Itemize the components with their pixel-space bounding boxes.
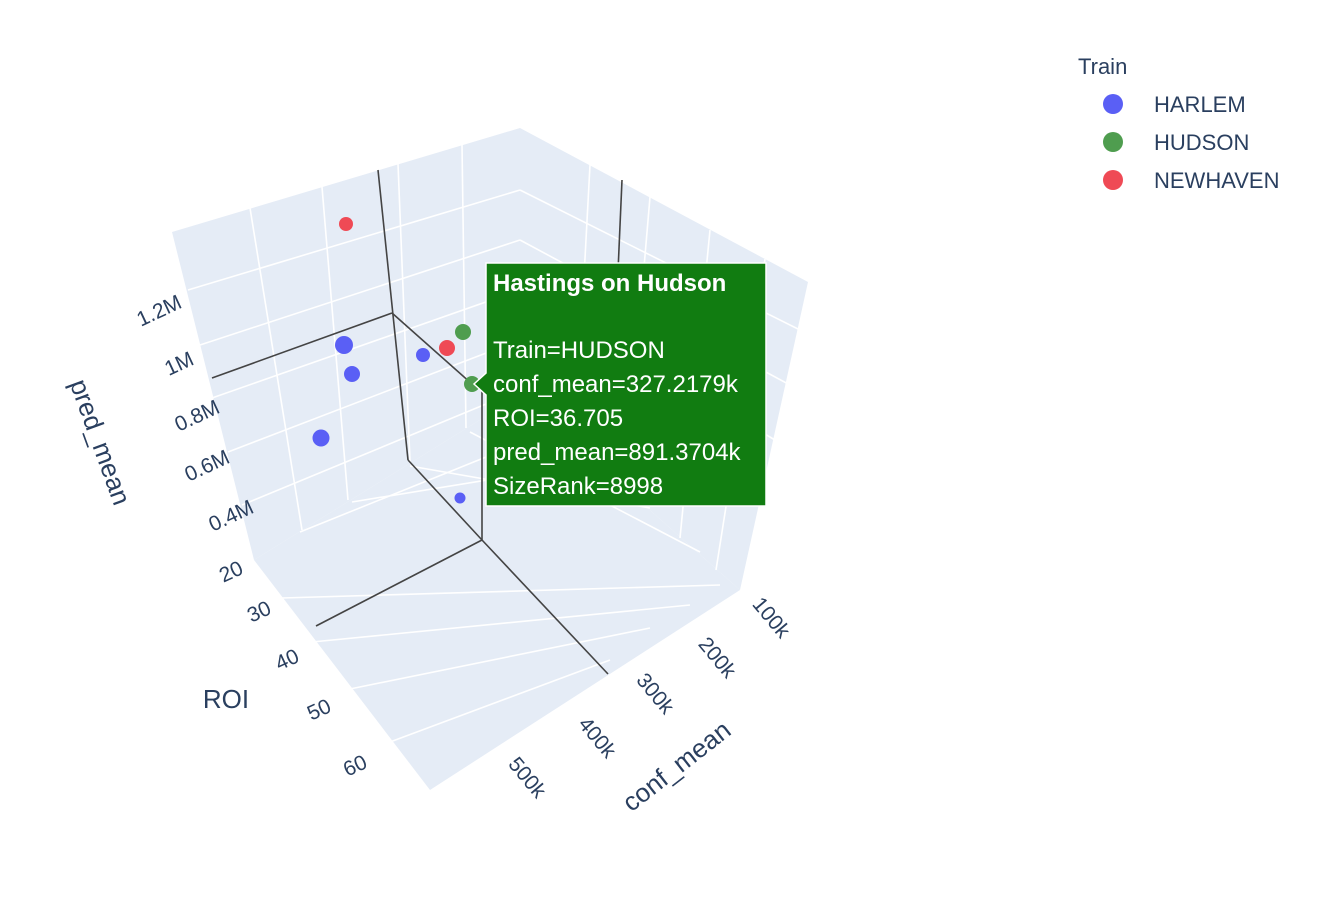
legend-title: Train (1078, 54, 1127, 79)
y-axis-tick-label: 40 (272, 645, 303, 676)
y-axis-tick-label: 20 (216, 557, 247, 588)
z-axis-tick-label: 0.6M (181, 446, 233, 487)
hover-tooltip: Hastings on Hudson Train=HUDSON conf_mea… (472, 262, 767, 507)
data-point-hudson[interactable] (464, 376, 480, 392)
z-axis-tick-label: 0.8M (171, 396, 223, 437)
y-axis-tick-label: 50 (304, 695, 335, 726)
legend-label-newhaven[interactable]: NEWHAVEN (1154, 168, 1280, 193)
x-axis-tick-label: 400k (574, 713, 621, 763)
z-axis-tick-label: 1.2M (133, 291, 185, 332)
data-point-hudson[interactable] (455, 324, 471, 340)
y-axis-tick-label: 30 (244, 597, 275, 628)
z-axis-title: pred_mean (64, 375, 137, 509)
tooltip-line-roi: ROI=36.705 (493, 405, 623, 432)
y-axis-title: ROI (203, 684, 249, 714)
data-markers[interactable] (312, 217, 481, 504)
data-point-harlem[interactable] (416, 348, 430, 362)
x-axis-tick-label: 100k (748, 593, 795, 643)
legend-marker-hudson[interactable] (1103, 132, 1123, 152)
tooltip-title: Hastings on Hudson (493, 270, 726, 297)
tooltip-line-sizerank: SizeRank=8998 (493, 473, 663, 500)
x-axis-tick-label: 200k (694, 633, 741, 683)
legend: Train HARLEM HUDSON NEWHAVEN (1078, 54, 1280, 193)
spike-lines (211, 169, 623, 675)
z-axis-tick-label: 1M (161, 348, 197, 381)
tooltip-line-train: Train=HUDSON (493, 337, 665, 364)
data-point-harlem[interactable] (454, 492, 466, 504)
tooltip-box (472, 262, 767, 507)
data-point-harlem[interactable] (344, 366, 360, 382)
tooltip-line-pred-mean: pred_mean=891.3704k (493, 439, 742, 466)
x-axis-tick-label: 500k (504, 753, 551, 803)
y-axis-tick-label: 60 (340, 751, 371, 782)
tooltip-line-conf-mean: conf_mean=327.2179k (493, 371, 739, 398)
x-axis-tick-label: 300k (632, 669, 679, 719)
legend-marker-harlem[interactable] (1103, 94, 1123, 114)
x-axis-title: conf_mean (617, 714, 737, 817)
legend-label-hudson[interactable]: HUDSON (1154, 130, 1249, 155)
legend-marker-newhaven[interactable] (1103, 170, 1123, 190)
data-point-newhaven[interactable] (439, 340, 455, 356)
data-point-newhaven[interactable] (339, 217, 353, 231)
data-point-harlem[interactable] (335, 336, 353, 354)
data-point-harlem[interactable] (312, 429, 330, 447)
legend-label-harlem[interactable]: HARLEM (1154, 92, 1246, 117)
